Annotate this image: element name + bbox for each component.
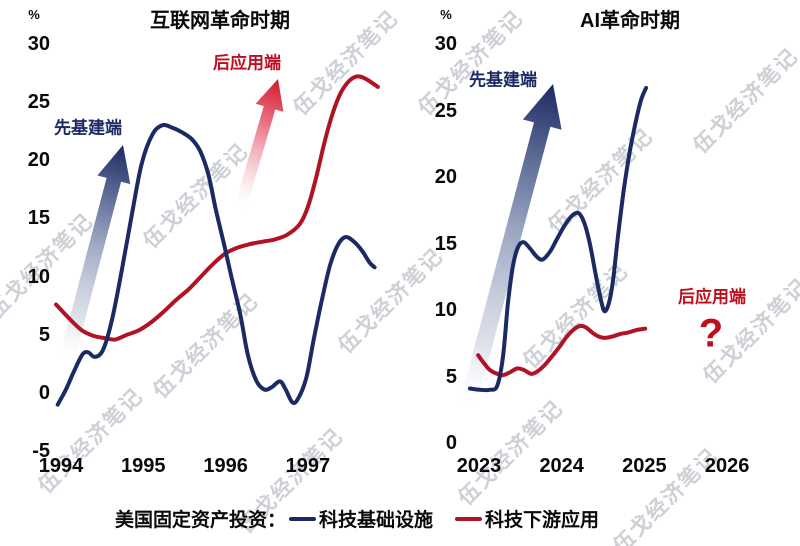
legend-swatch-infrastructure (289, 516, 317, 521)
question-mark: ? (698, 311, 724, 356)
left-panel-title: 互联网革命时期 (150, 10, 290, 32)
up-arrow-infrastructure-right-icon (457, 84, 562, 415)
y-tick-label: 25 (27, 91, 50, 113)
x-tick-label: 2024 (539, 455, 584, 477)
application-line-left (54, 74, 380, 342)
y-tick-label: 20 (434, 166, 457, 188)
infrastructure-line-right (467, 85, 649, 393)
y-tick-label: 15 (434, 232, 457, 255)
y-tick-label: 0 (38, 382, 50, 404)
y-tick-label: 30 (27, 32, 50, 55)
legend: 美国固定资产投资： 科技基础设施 科技下游应用 (115, 505, 599, 532)
left-y-axis-unit: % (28, 7, 40, 22)
legend-prefix: 美国固定资产投资： (115, 510, 287, 531)
y-tick-label: 5 (38, 323, 50, 346)
y-tick-label: 25 (434, 99, 457, 122)
up-arrow-application-left-icon (233, 79, 284, 214)
right-panel-title: AI革命时期 (580, 10, 680, 32)
up-arrow-infrastructure-left-icon (58, 145, 131, 364)
x-tick-label: 1995 (121, 455, 166, 477)
x-tick-label: 1996 (203, 455, 248, 477)
legend-label-infrastructure: 科技基础设施 (319, 510, 434, 531)
infrastructure-line-left (55, 122, 377, 407)
x-tick-label: 1997 (285, 455, 331, 477)
annotation-application-later-right: 后应用端 (678, 287, 746, 307)
y-tick-label: 30 (434, 33, 457, 55)
x-tick-label: 2023 (456, 455, 502, 477)
y-tick-label: 0 (445, 432, 457, 454)
y-tick-label: 10 (434, 299, 457, 321)
annotation-infrastructure-first-right: 先基建端 (469, 70, 537, 90)
legend-label-application: 科技下游应用 (485, 510, 600, 531)
right-y-axis-unit: % (440, 7, 452, 22)
annotation-application-later-left: 后应用端 (213, 53, 281, 73)
y-tick-label: 20 (27, 149, 50, 172)
application-line-right (476, 323, 648, 378)
x-tick-label: 2026 (704, 455, 750, 477)
annotation-infrastructure-first-left: 先基建端 (54, 118, 122, 138)
y-tick-label: 5 (445, 365, 457, 388)
legend-swatch-application (455, 516, 483, 521)
y-tick-label: -5 (32, 440, 50, 463)
y-tick-label: 10 (27, 265, 50, 288)
x-tick-label: 2025 (622, 455, 667, 477)
x-tick-label: 1994 (38, 455, 84, 477)
y-tick-label: 15 (27, 207, 50, 230)
